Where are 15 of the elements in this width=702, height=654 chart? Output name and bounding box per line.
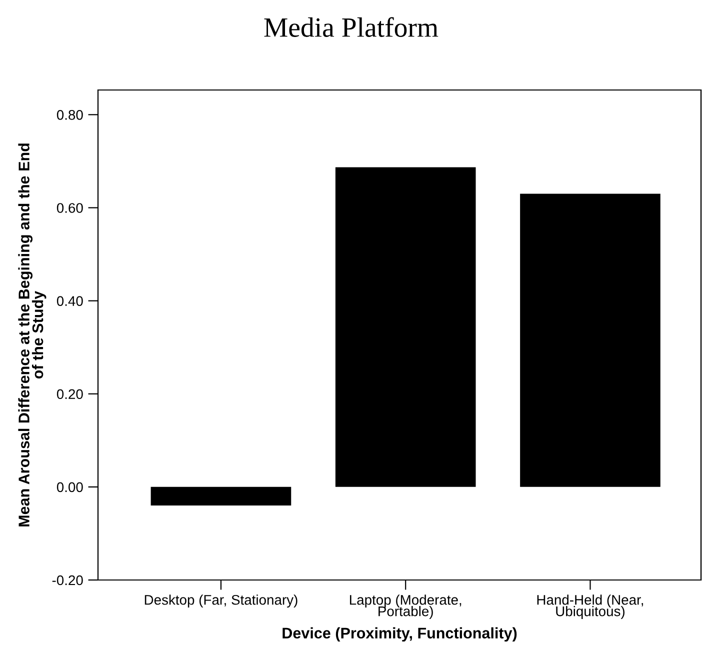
x-tick-label: Desktop (Far, Stationary) [144,594,298,608]
y-tick-label: 0.00 [56,482,83,492]
x-tick-label: Hand-Held (Near, Ubiquitous) [537,594,644,619]
chart-title: Media Platform [264,17,438,37]
x-tick-label: Laptop (Moderate, Portable) [350,594,462,619]
bar [150,486,292,506]
bar [520,194,660,487]
y-tick-label: 0.60 [56,203,83,213]
bar [335,167,476,487]
y-axis-title: Mean Arousal Difference at the Begining and the End of the Study [18,144,46,526]
x-axis-title: Device (Proximity, Functionality) [282,627,517,642]
y-tick-label: 0.20 [56,389,83,400]
y-tick-label: 0.40 [56,296,83,306]
y-tick-label: -0.20 [52,575,83,586]
y-tick-label: 0.80 [56,110,83,120]
